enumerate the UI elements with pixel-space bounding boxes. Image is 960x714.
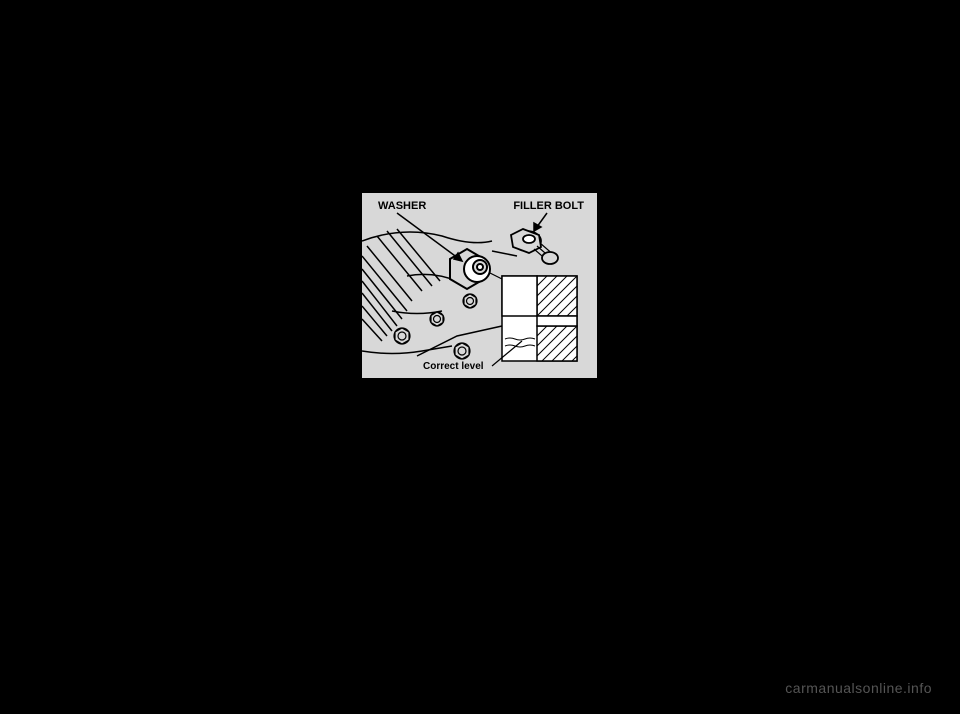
watermark-text: carmanualsonline.info <box>785 680 932 696</box>
mechanical-drawing <box>362 211 597 378</box>
transmission-diagram: WASHER FILLER BOLT Correct level <box>362 193 597 378</box>
